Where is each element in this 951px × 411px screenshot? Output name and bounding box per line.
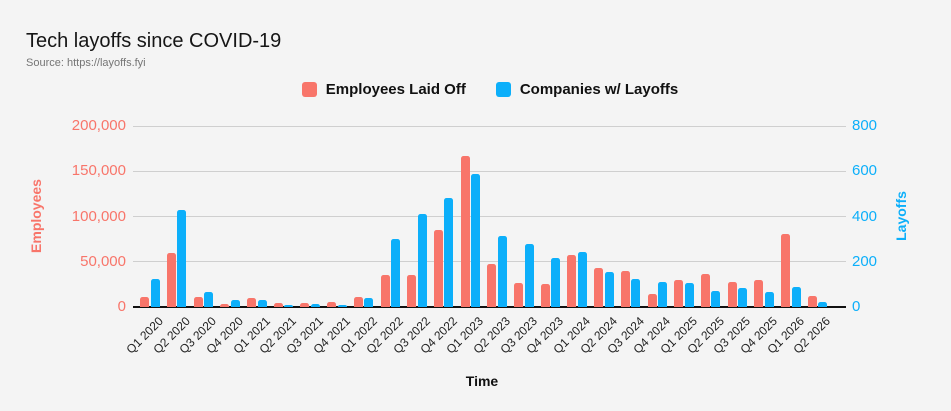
bar-employees-q4-2021[interactable]: [327, 302, 337, 307]
bar-employees-q3-2022[interactable]: [407, 275, 417, 307]
x-axis-line: [133, 306, 846, 308]
x-axis-title: Time: [465, 373, 499, 389]
left-axis-tick: 200,000: [71, 117, 126, 134]
bar-employees-q2-2023[interactable]: [487, 264, 497, 307]
bar-employees-q1-2026[interactable]: [781, 233, 791, 307]
bar-companies-q3-2025[interactable]: [738, 287, 748, 307]
bar-employees-q1-2021[interactable]: [247, 297, 257, 307]
bar-employees-q3-2023[interactable]: [514, 283, 524, 307]
bar-companies-q1-2026[interactable]: [791, 286, 801, 307]
bar-companies-q3-2022[interactable]: [417, 214, 427, 307]
bar-companies-q4-2021[interactable]: [337, 304, 347, 307]
bar-companies-q4-2020[interactable]: [230, 300, 240, 307]
bar-companies-q2-2021[interactable]: [284, 304, 294, 307]
legend-item-employees[interactable]: Employees Laid Off: [301, 81, 466, 98]
bar-employees-q4-2022[interactable]: [433, 230, 443, 307]
bar-companies-q4-2023[interactable]: [551, 258, 561, 307]
right-axis-tick: 0: [852, 298, 861, 315]
bar-employees-q2-2020[interactable]: [166, 252, 176, 307]
bar-companies-q3-2020[interactable]: [204, 292, 214, 307]
bar-companies-q4-2025[interactable]: [764, 291, 774, 307]
bar-companies-q3-2024[interactable]: [631, 278, 641, 307]
bar-employees-q3-2020[interactable]: [193, 297, 203, 307]
right-axis-tick: 800: [852, 117, 878, 134]
legend-label-employees: Employees Laid Off: [325, 81, 466, 98]
bar-companies-q1-2024[interactable]: [577, 251, 587, 307]
bar-employees-q4-2023[interactable]: [540, 284, 550, 307]
bar-companies-q2-2025[interactable]: [711, 290, 721, 307]
chart-title: Tech layoffs since COVID-19: [26, 30, 282, 52]
legend-swatch-employees: [301, 82, 317, 97]
bar-companies-q2-2024[interactable]: [604, 271, 614, 307]
bar-companies-q3-2021[interactable]: [310, 304, 320, 307]
bar-employees-q4-2020[interactable]: [220, 304, 230, 307]
chart-source: Source: https://layoffs.fyi: [26, 57, 146, 69]
legend-swatch-companies: [495, 82, 511, 97]
bar-companies-q4-2022[interactable]: [444, 198, 454, 307]
bar-companies-q2-2020[interactable]: [177, 209, 187, 307]
bar-employees-q2-2022[interactable]: [380, 275, 390, 307]
left-axis-tick: 150,000: [71, 162, 126, 180]
bar-companies-q2-2022[interactable]: [391, 239, 401, 307]
right-axis-tick: 600: [852, 162, 878, 180]
right-axis-tick: 200: [852, 252, 878, 270]
bar-employees-q2-2026[interactable]: [807, 296, 817, 307]
bar-employees-q2-2024[interactable]: [594, 268, 604, 307]
left-axis-tick: 0: [117, 298, 126, 315]
bar-companies-q1-2020[interactable]: [150, 278, 160, 307]
bar-companies-q3-2023[interactable]: [524, 243, 534, 307]
bar-employees-q1-2023[interactable]: [460, 155, 470, 307]
bar-employees-q2-2021[interactable]: [273, 303, 283, 307]
legend-label-companies: Companies w/ Layoffs: [519, 81, 679, 98]
legend-item-companies[interactable]: Companies w/ Layoffs: [495, 81, 679, 98]
bar-employees-q1-2020[interactable]: [140, 297, 150, 307]
gridline: [133, 261, 846, 263]
bar-companies-q2-2023[interactable]: [497, 235, 507, 307]
right-axis-title: Layoffs: [893, 191, 909, 241]
bar-companies-q1-2025[interactable]: [684, 282, 694, 307]
bar-employees-q2-2025[interactable]: [700, 274, 710, 307]
bar-employees-q3-2021[interactable]: [300, 303, 310, 307]
bar-companies-q1-2023[interactable]: [471, 173, 481, 307]
bar-employees-q4-2025[interactable]: [754, 279, 764, 307]
left-axis-tick: 100,000: [71, 207, 126, 225]
gridline: [133, 170, 846, 172]
gridline: [133, 216, 846, 217]
bar-companies-q4-2024[interactable]: [658, 281, 668, 307]
bar-employees-q3-2024[interactable]: [620, 270, 630, 307]
bar-companies-q1-2022[interactable]: [364, 297, 374, 307]
bar-employees-q4-2024[interactable]: [647, 294, 657, 307]
bar-employees-q1-2025[interactable]: [674, 279, 684, 307]
bar-companies-q1-2021[interactable]: [257, 300, 267, 307]
gridline: [133, 125, 846, 127]
right-axis-tick: 400: [852, 207, 878, 225]
bar-employees-q1-2024[interactable]: [567, 254, 577, 307]
bar-companies-q2-2026[interactable]: [818, 302, 828, 307]
left-axis-tick: 50,000: [80, 252, 126, 270]
bar-employees-q1-2022[interactable]: [353, 297, 363, 307]
bar-employees-q3-2025[interactable]: [727, 281, 737, 307]
legend: Employees Laid Off Companies w/ Layoffs: [135, 81, 845, 98]
